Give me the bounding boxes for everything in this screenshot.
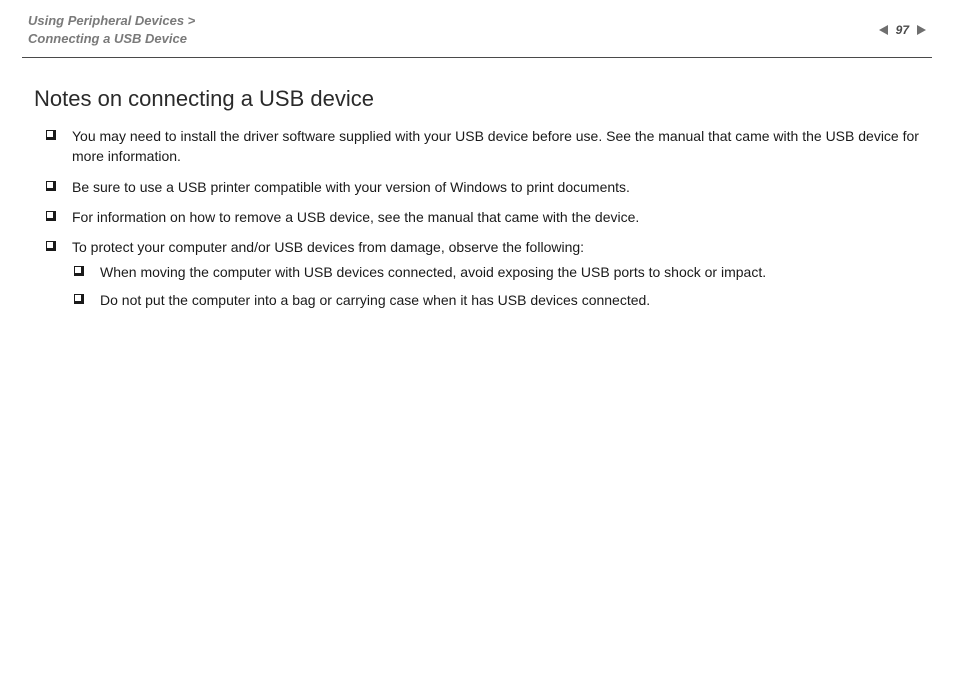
breadcrumb-line-2: Connecting a USB Device [28,30,195,48]
list-item: You may need to install the driver softw… [34,126,920,167]
notes-list: You may need to install the driver softw… [34,126,920,310]
page-title: Notes on connecting a USB device [34,86,920,112]
list-item: Do not put the computer into a bag or ca… [74,290,920,310]
list-item: Be sure to use a USB printer compatible … [34,177,920,197]
note-text: You may need to install the driver softw… [72,126,920,167]
bullet-icon [46,130,56,140]
document-page: Using Peripheral Devices > Connecting a … [0,0,954,310]
note-text: For information on how to remove a USB d… [72,207,920,227]
note-text: Do not put the computer into a bag or ca… [100,290,920,310]
note-text: To protect your computer and/or USB devi… [72,237,920,257]
bullet-icon [46,181,56,191]
page-navigator: 97 [879,23,926,37]
note-text: When moving the computer with USB device… [100,262,920,282]
page-number: 97 [892,23,913,37]
note-text: Be sure to use a USB printer compatible … [72,177,920,197]
list-item: To protect your computer and/or USB devi… [34,237,920,310]
bullet-icon [74,294,84,304]
list-item: When moving the computer with USB device… [74,262,920,282]
next-page-icon[interactable] [917,25,926,35]
sub-notes-list: When moving the computer with USB device… [74,262,920,311]
bullet-icon [74,266,84,276]
bullet-icon [46,241,56,251]
prev-page-icon[interactable] [879,25,888,35]
page-content: Notes on connecting a USB device You may… [0,58,954,310]
page-header: Using Peripheral Devices > Connecting a … [0,0,954,53]
list-item: For information on how to remove a USB d… [34,207,920,227]
bullet-icon [46,211,56,221]
breadcrumb: Using Peripheral Devices > Connecting a … [28,12,195,47]
breadcrumb-line-1: Using Peripheral Devices > [28,12,195,30]
